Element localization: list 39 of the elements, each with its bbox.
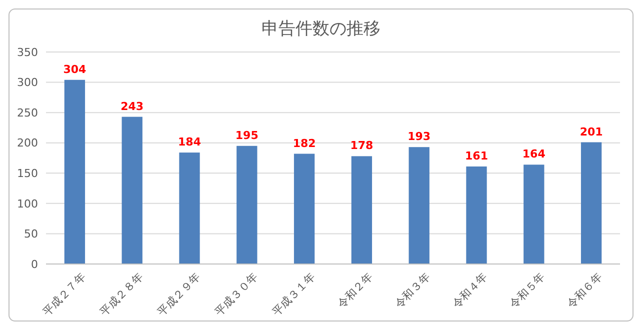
- data-label: 243: [120, 100, 144, 113]
- x-tick-label: 令和４年: [450, 270, 490, 311]
- data-label: 178: [350, 139, 374, 152]
- data-label: 304: [63, 62, 87, 76]
- y-tick-label: 150: [17, 166, 38, 180]
- data-label: 195: [235, 128, 258, 142]
- x-tick-label: 平成３１年: [270, 270, 318, 318]
- x-tick-label: 平成２７年: [40, 270, 88, 318]
- x-tick-label: 平成２８年: [98, 270, 146, 318]
- y-tick-label: 100: [17, 197, 38, 210]
- data-label: 184: [178, 136, 202, 149]
- x-tick-label: 令和２年: [334, 270, 376, 311]
- y-tick-label: 350: [17, 46, 38, 59]
- x-tick-label: 令和５年: [507, 270, 548, 311]
- bar: [524, 164, 544, 264]
- bar: [466, 166, 487, 264]
- bar: [408, 147, 430, 264]
- y-tick-label: 0: [31, 258, 38, 271]
- data-label: 164: [522, 148, 546, 161]
- y-tick-label: 50: [24, 228, 38, 241]
- data-label: 161: [465, 149, 488, 162]
- bar: [122, 116, 142, 264]
- y-tick-label: 300: [17, 76, 38, 90]
- x-tick-label: 令和６年: [564, 270, 605, 311]
- bar: [580, 142, 602, 264]
- data-label: 182: [292, 136, 316, 150]
- bar: [179, 152, 200, 264]
- y-tick-label: 250: [17, 106, 38, 120]
- x-tick-label: 平成３０年: [212, 270, 260, 318]
- chart-title: 申告件数の推移: [262, 19, 380, 39]
- bar: [64, 80, 86, 264]
- bar: [294, 154, 315, 264]
- x-tick-label: 平成２９年: [154, 270, 204, 318]
- bar: [236, 146, 258, 264]
- bar: [351, 156, 372, 264]
- data-label: 193: [408, 130, 431, 144]
- x-tick-label: 令和３年: [392, 270, 433, 311]
- y-tick-label: 200: [17, 136, 38, 150]
- data-label: 201: [580, 125, 603, 138]
